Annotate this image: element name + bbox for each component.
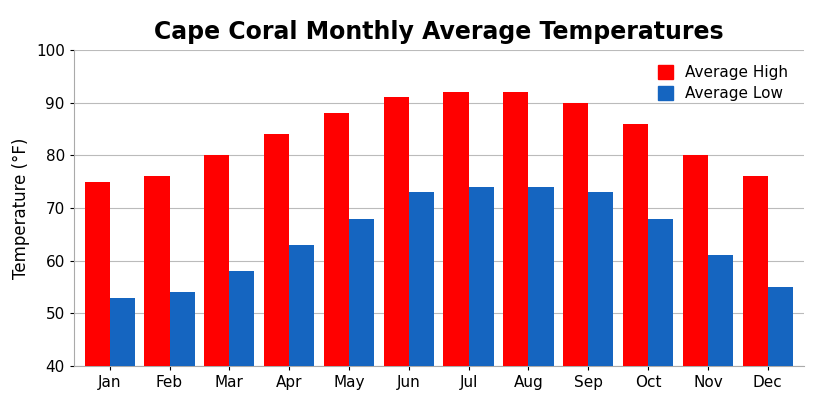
Bar: [229, 271, 254, 416]
Bar: [682, 155, 707, 416]
Bar: [264, 134, 289, 416]
Bar: [324, 113, 349, 416]
Bar: [84, 182, 110, 416]
Bar: [383, 97, 409, 416]
Bar: [503, 92, 527, 416]
Bar: [563, 103, 587, 416]
Title: Cape Coral Monthly Average Temperatures: Cape Coral Monthly Average Temperatures: [154, 20, 722, 44]
Bar: [409, 192, 433, 416]
Bar: [742, 176, 767, 416]
Bar: [110, 297, 134, 416]
Bar: [767, 287, 792, 416]
Bar: [587, 192, 613, 416]
Bar: [647, 218, 672, 416]
Y-axis label: Temperature (°F): Temperature (°F): [12, 137, 30, 279]
Legend: Average High, Average Low: Average High, Average Low: [649, 57, 795, 109]
Bar: [468, 187, 493, 416]
Bar: [204, 155, 229, 416]
Bar: [170, 292, 194, 416]
Bar: [622, 124, 647, 416]
Bar: [349, 218, 373, 416]
Bar: [527, 187, 553, 416]
Bar: [707, 255, 732, 416]
Bar: [443, 92, 468, 416]
Bar: [144, 176, 170, 416]
Bar: [289, 245, 314, 416]
